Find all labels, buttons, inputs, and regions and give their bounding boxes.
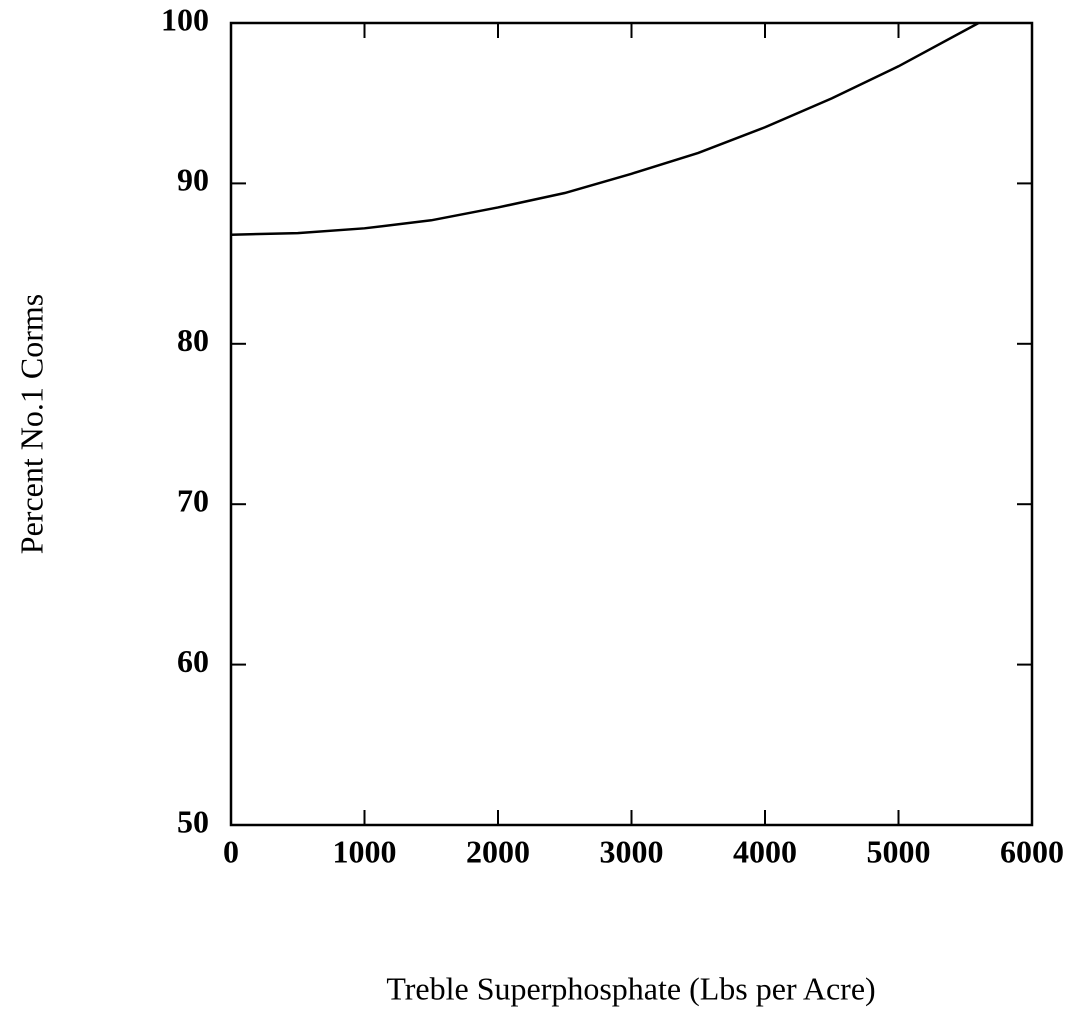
x-tick-label: 6000: [1000, 833, 1064, 869]
y-axis-label: Percent No.1 Corms: [13, 294, 49, 554]
x-axis-label: Treble Superphosphate (Lbs per Acre): [386, 970, 875, 1006]
x-tick-label: 0: [223, 833, 239, 869]
y-tick-label: 50: [177, 803, 209, 839]
y-tick-label: 60: [177, 643, 209, 679]
x-tick-label: 2000: [466, 833, 530, 869]
x-tick-label: 4000: [733, 833, 797, 869]
plot-frame: [229, 21, 1034, 827]
y-tick-label: 90: [177, 162, 209, 198]
line-series: [230, 21, 980, 236]
y-tick-label: 70: [177, 483, 209, 519]
y-tick-label: 80: [177, 322, 209, 358]
x-tick-label: 3000: [600, 833, 664, 869]
x-tick-label: 1000: [333, 833, 397, 869]
x-tick-label: 5000: [867, 833, 931, 869]
y-tick-label: 100: [161, 1, 209, 37]
